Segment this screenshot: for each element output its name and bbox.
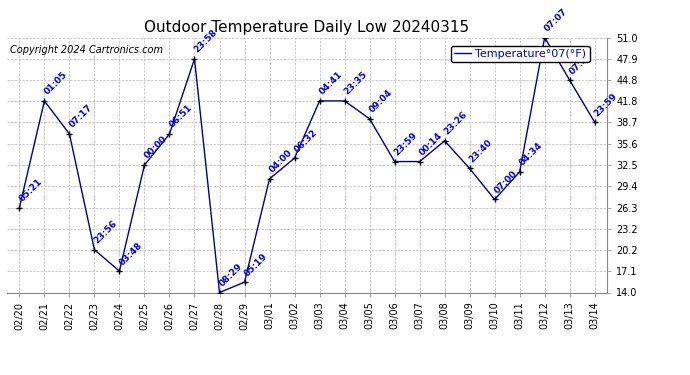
- Text: 01:05: 01:05: [42, 70, 68, 97]
- Text: 03:48: 03:48: [117, 240, 144, 267]
- Text: 07:33: 07:33: [567, 50, 594, 76]
- Text: 04:34: 04:34: [518, 141, 544, 168]
- Text: 23:59: 23:59: [393, 131, 419, 158]
- Title: Outdoor Temperature Daily Low 20240315: Outdoor Temperature Daily Low 20240315: [144, 20, 470, 35]
- Text: 07:00: 07:00: [493, 169, 519, 195]
- Text: 07:07: 07:07: [542, 7, 569, 33]
- Text: 23:59: 23:59: [593, 92, 619, 118]
- Text: 23:56: 23:56: [92, 219, 119, 246]
- Text: 23:26: 23:26: [442, 110, 469, 137]
- Text: Copyright 2024 Cartronics.com: Copyright 2024 Cartronics.com: [10, 45, 163, 55]
- Text: 07:17: 07:17: [67, 103, 94, 130]
- Text: 09:04: 09:04: [367, 88, 394, 115]
- Text: 08:29: 08:29: [217, 262, 244, 288]
- Text: 05:19: 05:19: [242, 251, 269, 278]
- Text: 00:00: 00:00: [142, 135, 168, 161]
- Text: 05:21: 05:21: [17, 177, 43, 204]
- Text: 04:00: 04:00: [267, 148, 294, 175]
- Text: 06:32: 06:32: [293, 128, 319, 154]
- Legend: Temperature°07(°F): Temperature°07(°F): [451, 46, 590, 62]
- Text: 23:58: 23:58: [193, 28, 219, 55]
- Text: 06:51: 06:51: [167, 103, 194, 130]
- Text: 23:40: 23:40: [467, 138, 494, 164]
- Text: 23:35: 23:35: [342, 70, 369, 97]
- Text: 04:41: 04:41: [317, 70, 344, 97]
- Text: 00:14: 00:14: [417, 131, 444, 158]
